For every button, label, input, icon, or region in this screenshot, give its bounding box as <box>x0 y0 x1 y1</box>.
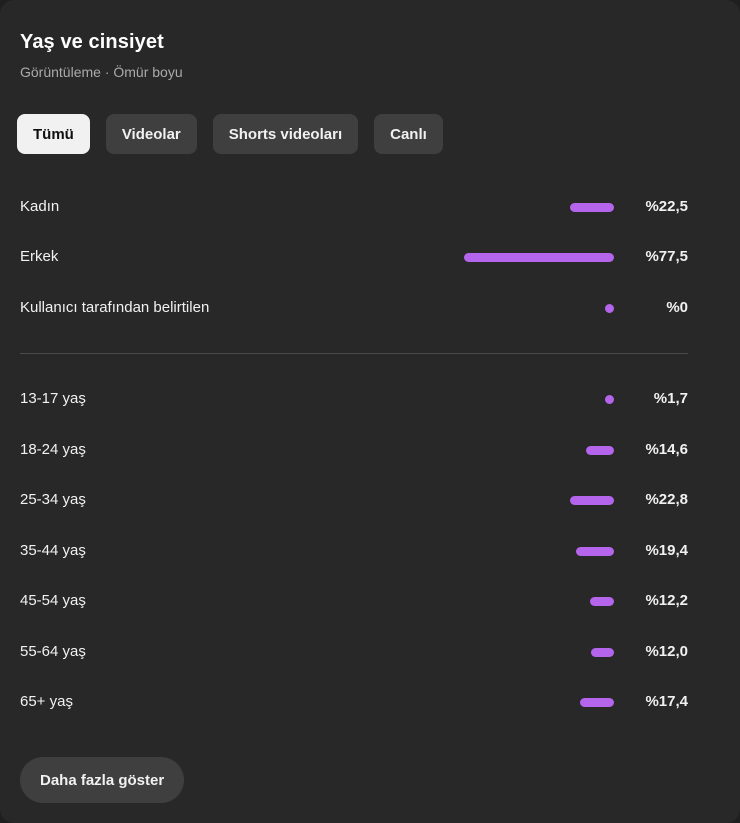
age-row-13-17: 13-17 yaş %1,7 <box>20 387 688 411</box>
row-value: %14,6 <box>645 441 688 458</box>
row-label: Kadın <box>20 198 60 215</box>
tab-live[interactable]: Canlı <box>374 114 443 154</box>
row-label: 55-64 yaş <box>20 643 86 660</box>
row-bar <box>570 496 614 505</box>
row-value: %12,2 <box>645 592 688 609</box>
row-value: %12,0 <box>645 643 688 660</box>
row-value: %17,4 <box>645 693 688 710</box>
row-value: %77,5 <box>645 248 688 265</box>
row-label: 25-34 yaş <box>20 491 86 508</box>
row-label: 35-44 yaş <box>20 542 86 559</box>
gender-row-male: Erkek %77,5 <box>20 245 688 269</box>
row-bar <box>605 395 614 404</box>
card-title: Yaş ve cinsiyet <box>20 31 164 53</box>
tab-shorts[interactable]: Shorts videoları <box>212 114 359 154</box>
row-bar <box>464 253 614 262</box>
row-label: 65+ yaş <box>20 693 73 710</box>
row-bar <box>580 698 614 707</box>
row-value: %22,5 <box>645 198 688 215</box>
tab-all[interactable]: Tümü <box>17 114 90 154</box>
row-value: %0 <box>666 299 688 316</box>
row-value: %19,4 <box>645 542 688 559</box>
tab-videos[interactable]: Videolar <box>105 114 197 154</box>
age-row-65-plus: 65+ yaş %17,4 <box>20 690 688 714</box>
row-label: 45-54 yaş <box>20 592 86 609</box>
row-label: 18-24 yaş <box>20 441 86 458</box>
section-divider <box>20 353 688 354</box>
row-bar <box>605 304 614 313</box>
row-label: Erkek <box>20 248 59 265</box>
row-bar <box>586 446 614 455</box>
age-row-25-34: 25-34 yaş %22,8 <box>20 488 688 512</box>
gender-row-user-specified: Kullanıcı tarafından belirtilen %0 <box>20 296 688 320</box>
row-bar <box>576 547 614 556</box>
card-subtitle: Görüntüleme · Ömür boyu <box>20 64 183 80</box>
show-more-button[interactable]: Daha fazla göster <box>20 757 185 803</box>
row-value: %22,8 <box>645 491 688 508</box>
row-value: %1,7 <box>653 390 688 407</box>
row-label: Kullanıcı tarafından belirtilen <box>20 299 210 316</box>
row-bar <box>570 203 614 212</box>
row-label: 13-17 yaş <box>20 390 86 407</box>
age-row-55-64: 55-64 yaş %12,0 <box>20 640 688 664</box>
row-bar <box>591 648 614 657</box>
filter-tabs: Tümü Videolar Shorts videoları Canlı <box>17 114 443 154</box>
gender-row-female: Kadın %22,5 <box>20 195 688 219</box>
row-bar <box>590 597 614 606</box>
age-row-45-54: 45-54 yaş %12,2 <box>20 589 688 613</box>
age-row-35-44: 35-44 yaş %19,4 <box>20 539 688 563</box>
age-row-18-24: 18-24 yaş %14,6 <box>20 438 688 462</box>
